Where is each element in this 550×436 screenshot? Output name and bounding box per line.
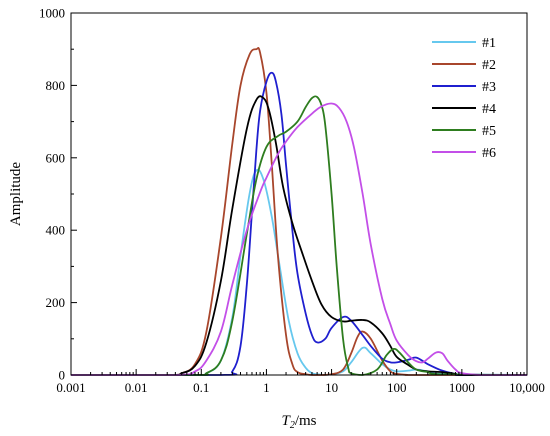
x-axis-title: T2/ms [281, 413, 316, 431]
legend-label-2: #2 [482, 58, 496, 73]
x-tick-label: 0.1 [193, 380, 209, 395]
x-axis-title-unit: /ms [295, 413, 317, 429]
x-tick-label: 0.001 [56, 380, 85, 395]
y-tick-label: 0 [59, 368, 66, 383]
x-axis-ticks: 0.001 0.01 0.1 1 10 100 1000 10,000 [56, 369, 545, 395]
x-tick-label: 10,000 [509, 380, 545, 395]
y-tick-label: 800 [46, 78, 66, 93]
x-axis-title-subscript: 2 [290, 420, 295, 431]
plot-frame [70, 12, 528, 376]
y-tick-label: 400 [46, 223, 66, 238]
series-line-6 [71, 102, 527, 376]
legend-label-4: #4 [482, 102, 496, 117]
series-line-4 [71, 95, 527, 376]
series-line-5 [71, 95, 528, 376]
x-tick-label: 10 [325, 380, 338, 395]
series-line-2 [71, 47, 527, 376]
legend-label-3: #3 [482, 80, 496, 95]
x-tick-label: 100 [387, 380, 407, 395]
y-tick-label: 1000 [39, 6, 65, 21]
x-axis-title-main: T [281, 413, 291, 429]
legend: #1 #2 #3 #4 #5 #6 [432, 36, 496, 161]
y-tick-label: 200 [46, 295, 66, 310]
legend-label-6: #6 [482, 146, 496, 161]
x-tick-label: 0.01 [125, 380, 148, 395]
y-axis-title: Amplitude [8, 162, 24, 227]
series-curves [71, 47, 528, 376]
x-tick-label: 1 [263, 380, 270, 395]
y-axis-ticks: 0 200 400 600 800 1000 [39, 6, 77, 383]
y-tick-label: 600 [46, 150, 66, 165]
x-tick-label: 1000 [449, 380, 475, 395]
series-line-1 [71, 168, 528, 376]
legend-label-5: #5 [482, 124, 496, 139]
legend-label-1: #1 [482, 36, 496, 51]
